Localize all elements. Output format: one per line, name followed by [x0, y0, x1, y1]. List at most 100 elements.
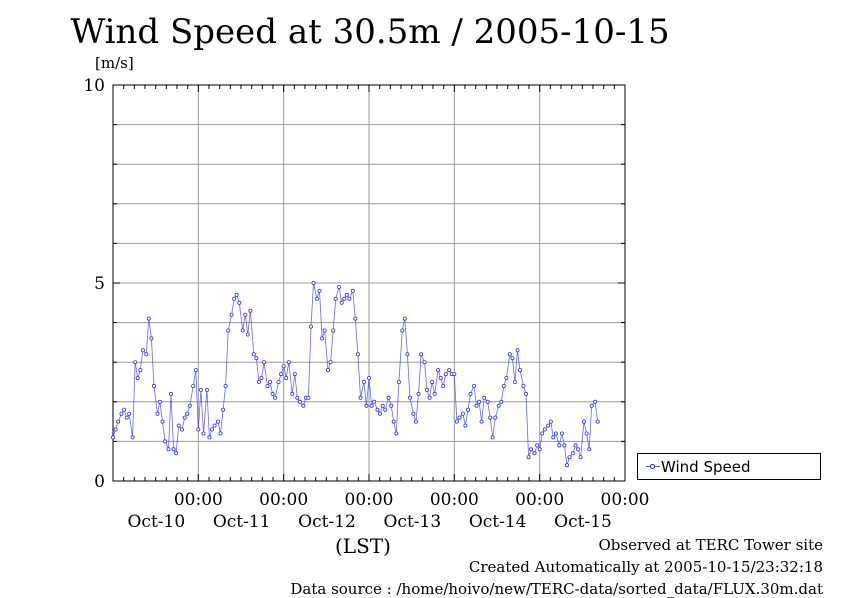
data-point	[589, 403, 594, 408]
data-point	[113, 427, 118, 432]
data-point	[187, 403, 192, 408]
data-point	[524, 391, 529, 396]
data-point	[358, 395, 363, 400]
data-point	[413, 419, 418, 424]
data-point	[510, 356, 515, 361]
data-point	[457, 415, 462, 420]
data-point	[146, 316, 151, 321]
data-point	[215, 419, 220, 424]
data-point	[311, 280, 316, 285]
data-point	[465, 407, 470, 412]
data-point	[144, 352, 149, 357]
data-point	[430, 379, 435, 384]
data-point	[542, 427, 547, 432]
data-point	[261, 360, 266, 365]
data-point	[391, 419, 396, 424]
x-tick-time-label: 00:00	[430, 490, 479, 510]
data-point	[383, 407, 388, 412]
data-point	[251, 352, 256, 357]
data-point	[515, 348, 520, 353]
data-point	[559, 431, 564, 436]
data-point	[537, 447, 542, 452]
x-tick-day-label: Oct-15	[554, 512, 612, 532]
x-tick-time-label: 00:00	[174, 490, 223, 510]
data-point	[378, 411, 383, 416]
data-point	[127, 411, 132, 416]
data-point	[372, 399, 377, 404]
data-point	[454, 419, 459, 424]
data-point	[163, 439, 168, 444]
data-point	[546, 423, 551, 428]
data-point	[436, 368, 441, 373]
data-point	[394, 431, 399, 436]
data-point	[290, 391, 295, 396]
data-point	[328, 360, 333, 365]
data-point	[474, 403, 479, 408]
data-point	[243, 312, 248, 317]
data-point	[237, 300, 242, 305]
y-tick-label: 0	[94, 472, 105, 492]
data-point	[196, 427, 201, 432]
data-point	[232, 296, 237, 301]
data-point	[331, 328, 336, 333]
data-point	[389, 403, 394, 408]
data-point	[333, 296, 338, 301]
data-point	[267, 379, 272, 384]
data-point	[207, 435, 212, 440]
data-point	[168, 391, 173, 396]
data-point	[562, 443, 567, 448]
data-point	[468, 391, 473, 396]
legend-label: Wind Speed	[661, 458, 751, 476]
data-point	[518, 368, 523, 373]
data-point	[499, 399, 504, 404]
data-point	[273, 395, 278, 400]
data-point	[198, 387, 203, 392]
data-point	[180, 427, 185, 432]
data-point	[308, 324, 313, 329]
data-point	[130, 435, 135, 440]
data-point	[477, 399, 482, 404]
x-tick-day-label: Oct-14	[469, 512, 527, 532]
data-point	[317, 288, 322, 293]
data-point	[342, 296, 347, 301]
data-point	[344, 292, 349, 297]
data-point	[256, 379, 261, 384]
data-point	[174, 451, 179, 456]
data-point	[416, 391, 421, 396]
data-point	[223, 383, 228, 388]
data-point	[576, 447, 581, 452]
data-point	[124, 415, 129, 420]
data-point	[151, 383, 156, 388]
series-line	[112, 282, 599, 466]
data-point	[405, 352, 410, 357]
data-point	[229, 312, 234, 317]
data-point	[490, 435, 495, 440]
data-point	[245, 332, 250, 337]
data-point	[479, 419, 484, 424]
data-point	[166, 447, 171, 452]
data-point	[295, 395, 300, 400]
data-point	[529, 447, 534, 452]
data-point	[443, 372, 448, 377]
created-note: Created Automatically at 2005-10-15/23:3…	[468, 558, 823, 576]
data-point	[504, 375, 509, 380]
data-point	[160, 419, 165, 424]
data-point	[155, 411, 160, 416]
data-point	[157, 399, 162, 404]
data-point	[447, 368, 452, 373]
chart-title: Wind Speed at 30.5m / 2005-10-15	[70, 12, 670, 52]
data-point	[557, 443, 562, 448]
data-point	[402, 316, 407, 321]
data-point	[427, 395, 432, 400]
data-point	[122, 407, 127, 412]
data-point	[119, 411, 124, 416]
data-point	[364, 403, 369, 408]
data-point	[578, 455, 583, 460]
data-point	[424, 387, 429, 392]
data-point	[135, 375, 140, 380]
data-point	[191, 383, 196, 388]
data-point	[171, 447, 176, 452]
data-point	[587, 447, 592, 452]
data-point	[339, 300, 344, 305]
